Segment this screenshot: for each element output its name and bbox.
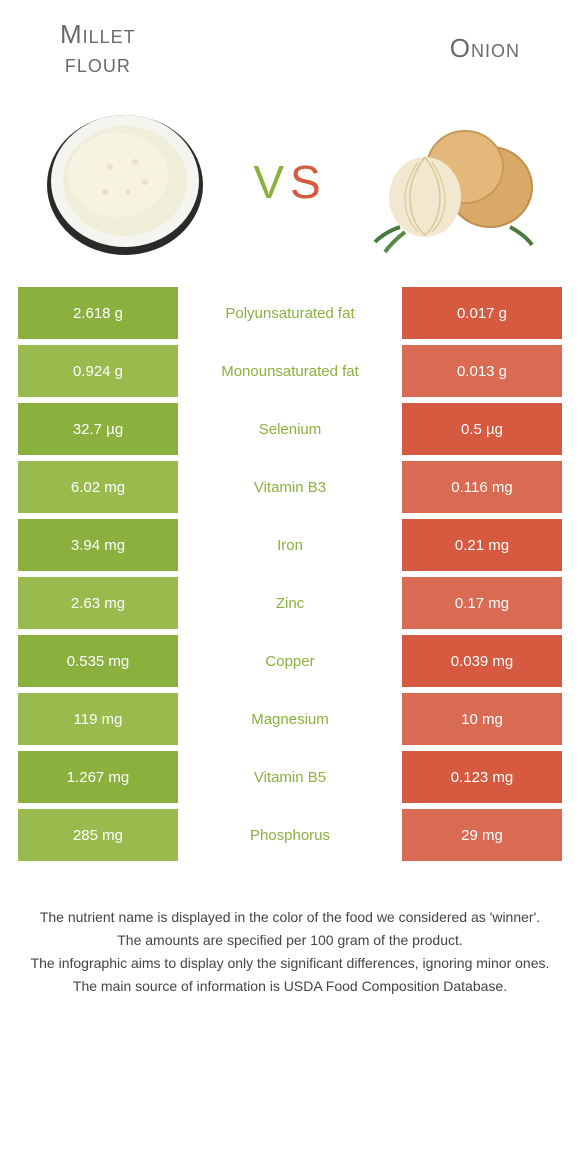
right-value-cell: 0.116 mg xyxy=(402,461,562,513)
right-value-cell: 10 mg xyxy=(402,693,562,745)
nutrient-name-cell: Copper xyxy=(178,635,402,687)
nutrient-name-cell: Monounsaturated fat xyxy=(178,345,402,397)
footer: The nutrient name is displayed in the co… xyxy=(0,867,580,997)
right-value-cell: 0.017 g xyxy=(402,287,562,339)
left-value-cell: 32.7 µg xyxy=(18,403,178,455)
footer-line-3: The infographic aims to display only the… xyxy=(30,953,550,974)
nutrient-name-cell: Polyunsaturated fat xyxy=(178,287,402,339)
table-row: 1.267 mgVitamin B50.123 mg xyxy=(18,751,562,803)
nutrient-name-cell: Zinc xyxy=(178,577,402,629)
left-food-image xyxy=(40,97,210,267)
table-row: 119 mgMagnesium10 mg xyxy=(18,693,562,745)
nutrient-name-cell: Iron xyxy=(178,519,402,571)
left-value-cell: 3.94 mg xyxy=(18,519,178,571)
left-value-cell: 119 mg xyxy=(18,693,178,745)
right-food-image xyxy=(370,97,540,267)
left-food-title-line2: flour xyxy=(65,48,131,78)
table-row: 6.02 mgVitamin B30.116 mg xyxy=(18,461,562,513)
table-row: 32.7 µgSelenium0.5 µg xyxy=(18,403,562,455)
footer-line-1: The nutrient name is displayed in the co… xyxy=(30,907,550,928)
header: Millet flour Onion xyxy=(0,0,580,87)
footer-line-4: The main source of information is USDA F… xyxy=(30,976,550,997)
left-food-title-line1: Millet xyxy=(60,19,136,49)
right-food-title: Onion xyxy=(450,34,520,63)
left-value-cell: 2.618 g xyxy=(18,287,178,339)
nutrient-name-cell: Vitamin B5 xyxy=(178,751,402,803)
comparison-table: 2.618 gPolyunsaturated fat0.017 g 0.924 g… xyxy=(0,287,580,861)
left-value-cell: 0.924 g xyxy=(18,345,178,397)
table-row: 3.94 mgIron0.21 mg xyxy=(18,519,562,571)
nutrient-name-cell: Phosphorus xyxy=(178,809,402,861)
right-food-title-line1: Onion xyxy=(450,33,520,63)
nutrient-name-cell: Selenium xyxy=(178,403,402,455)
images-row: VS xyxy=(0,87,580,287)
footer-line-2: The amounts are specified per 100 gram o… xyxy=(30,930,550,951)
left-value-cell: 2.63 mg xyxy=(18,577,178,629)
right-value-cell: 0.17 mg xyxy=(402,577,562,629)
vs-label: VS xyxy=(253,155,326,209)
table-row: 2.63 mgZinc0.17 mg xyxy=(18,577,562,629)
table-row: 0.924 gMonounsaturated fat0.013 g xyxy=(18,345,562,397)
left-value-cell: 0.535 mg xyxy=(18,635,178,687)
right-value-cell: 29 mg xyxy=(402,809,562,861)
nutrient-name-cell: Vitamin B3 xyxy=(178,461,402,513)
right-value-cell: 0.013 g xyxy=(402,345,562,397)
nutrient-name-cell: Magnesium xyxy=(178,693,402,745)
left-value-cell: 6.02 mg xyxy=(18,461,178,513)
right-value-cell: 0.5 µg xyxy=(402,403,562,455)
table-row: 2.618 gPolyunsaturated fat0.017 g xyxy=(18,287,562,339)
right-value-cell: 0.21 mg xyxy=(402,519,562,571)
right-value-cell: 0.039 mg xyxy=(402,635,562,687)
table-row: 0.535 mgCopper0.039 mg xyxy=(18,635,562,687)
left-food-title: Millet flour xyxy=(60,20,136,77)
left-value-cell: 1.267 mg xyxy=(18,751,178,803)
right-value-cell: 0.123 mg xyxy=(402,751,562,803)
left-value-cell: 285 mg xyxy=(18,809,178,861)
table-row: 285 mgPhosphorus29 mg xyxy=(18,809,562,861)
